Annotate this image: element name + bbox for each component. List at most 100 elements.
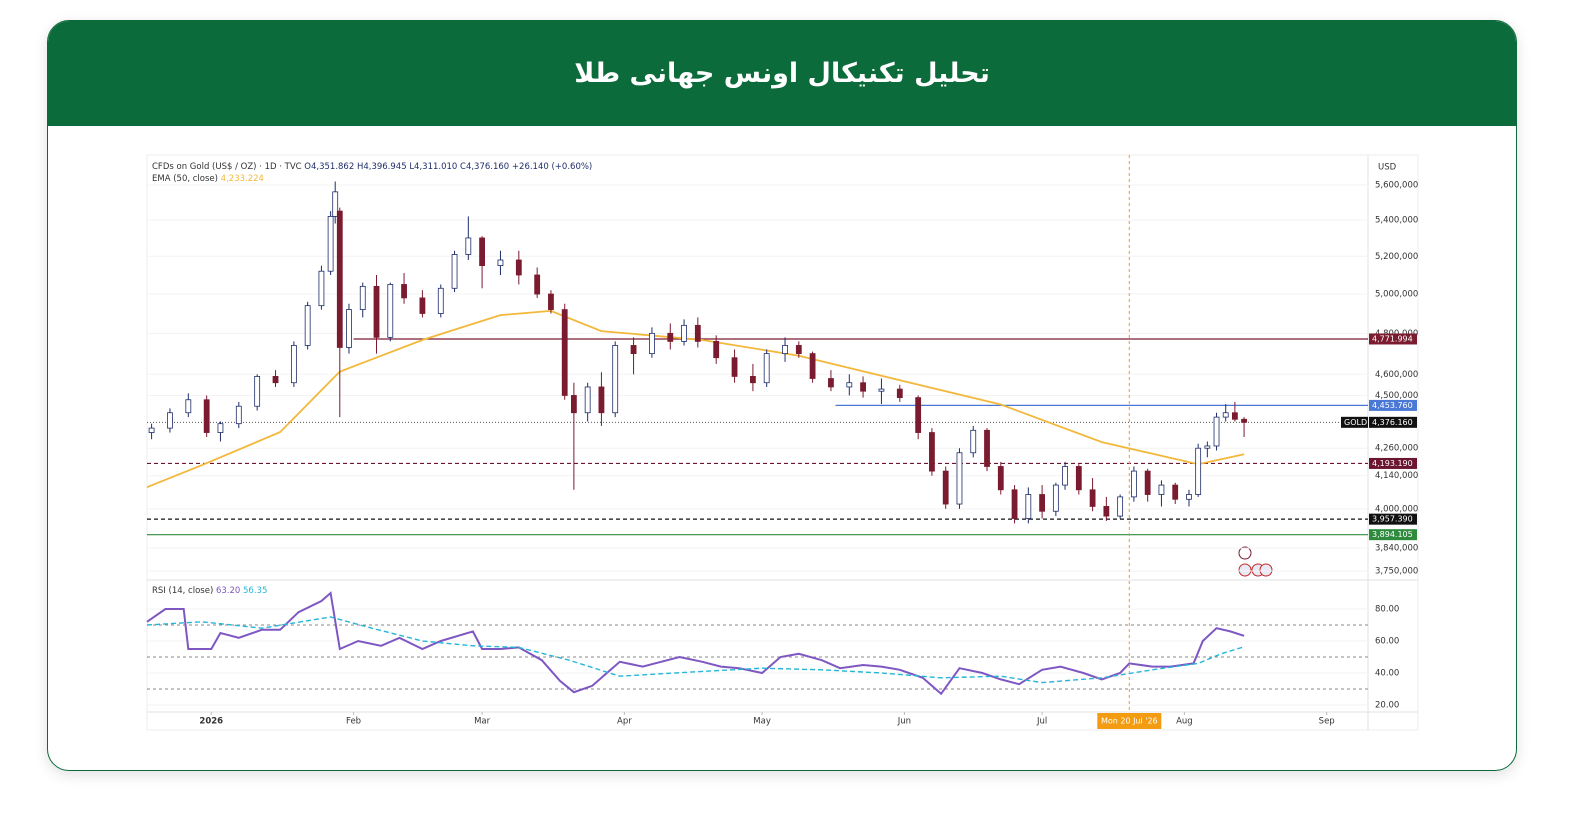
candle-body bbox=[1089, 489, 1096, 507]
x-tick-label: Jun bbox=[897, 717, 911, 727]
ema-line bbox=[146, 309, 1245, 489]
rsi-line bbox=[146, 616, 1245, 684]
x-tick-label: May bbox=[753, 717, 771, 727]
y-tick-label: 20.00 bbox=[1375, 700, 1399, 710]
y-tick-label: 4,140,000 bbox=[1375, 471, 1418, 481]
candle-body bbox=[942, 470, 949, 505]
candle-body bbox=[359, 285, 366, 310]
crosshair-label: Mon 20 Jul '26 bbox=[1101, 717, 1158, 726]
candle-body bbox=[630, 345, 637, 355]
candle-body bbox=[1172, 484, 1179, 500]
candle-body bbox=[437, 287, 444, 314]
flag-icon bbox=[1259, 563, 1273, 577]
price-tag bbox=[1369, 529, 1417, 541]
y-tick-label: 5,000,000 bbox=[1375, 290, 1418, 300]
rsi-ma-value: 56.35 bbox=[243, 586, 267, 596]
candle-body bbox=[713, 340, 720, 359]
candle-body bbox=[1025, 494, 1032, 519]
x-tick-label: Sep bbox=[1319, 717, 1335, 727]
candle-body bbox=[561, 309, 568, 396]
candle-body bbox=[1195, 447, 1202, 495]
rsi-value: 63.20 bbox=[216, 586, 240, 596]
x-tick-label: Jul bbox=[1036, 717, 1047, 727]
candle-body bbox=[1222, 412, 1229, 418]
candle-body bbox=[387, 284, 394, 338]
candle-body bbox=[598, 386, 605, 414]
crosshair-tag bbox=[1097, 713, 1162, 729]
legend-high: H4,396.945 bbox=[357, 162, 407, 172]
x-tick-label: Aug bbox=[1176, 717, 1193, 727]
currency: USD bbox=[1378, 163, 1397, 173]
price-tag-label: 4,193.190 bbox=[1372, 459, 1413, 468]
candle-body bbox=[167, 412, 173, 429]
candle-body bbox=[763, 353, 770, 384]
candle-body bbox=[828, 378, 834, 388]
candle-body bbox=[1213, 416, 1220, 447]
price-tag bbox=[1369, 399, 1417, 411]
y-tick-label: 4,260,000 bbox=[1375, 444, 1418, 454]
candle-body bbox=[846, 382, 853, 388]
candle-body bbox=[336, 210, 343, 348]
candle-body bbox=[401, 284, 407, 299]
candle-body bbox=[290, 345, 297, 384]
candle-body bbox=[570, 395, 577, 414]
ema-legend: EMA (50, close) 4,233.224 bbox=[152, 174, 264, 184]
candle-body bbox=[534, 274, 541, 295]
candle-body bbox=[1204, 445, 1211, 449]
y-tick-label: 5,400,000 bbox=[1375, 215, 1418, 225]
x-tick-label: Feb bbox=[346, 717, 361, 727]
rsi-legend: RSI (14, close) 63.20 56.35 bbox=[152, 586, 267, 596]
y-tick-label: 5,600,000 bbox=[1375, 180, 1418, 190]
candle-body bbox=[479, 237, 485, 266]
price-tag-label: 4,453.760 bbox=[1372, 401, 1413, 410]
symbol: CFDs on Gold (US$ / OZ) · 1D · TVC bbox=[152, 162, 302, 172]
rsi-line bbox=[146, 591, 1245, 696]
rsi-name: RSI (14, close) bbox=[152, 586, 213, 596]
ema-name: EMA (50, close) bbox=[152, 174, 218, 184]
candle-body bbox=[1241, 418, 1247, 423]
candle-body bbox=[731, 357, 738, 377]
candle-body bbox=[1186, 494, 1192, 500]
legend-low: L4,311.010 bbox=[409, 162, 457, 172]
y-tick-label: 80.00 bbox=[1375, 604, 1399, 614]
candle-body bbox=[782, 345, 788, 355]
event-icon bbox=[1238, 546, 1252, 560]
candle-body bbox=[1117, 496, 1124, 517]
candle-body bbox=[465, 237, 472, 255]
candle-body bbox=[1144, 470, 1151, 495]
candle-body bbox=[681, 324, 687, 342]
legend-close: C4,376.160 bbox=[460, 162, 509, 172]
price-tag bbox=[1369, 513, 1417, 525]
candle-body bbox=[956, 452, 963, 505]
candle-body bbox=[515, 259, 522, 276]
candle-body bbox=[1011, 489, 1018, 519]
candle-body bbox=[203, 399, 210, 433]
legend: CFDs on Gold (US$ / OZ) · 1D · TVC O4,35… bbox=[152, 162, 592, 172]
candle-body bbox=[1130, 470, 1137, 498]
candle-body bbox=[667, 332, 674, 342]
candle-body bbox=[497, 259, 504, 266]
symbol-tag bbox=[1341, 416, 1368, 428]
candle-body bbox=[451, 254, 458, 289]
candle-body bbox=[878, 388, 885, 392]
candle-body bbox=[750, 376, 756, 384]
price-tag-label: 4,376.160 bbox=[1372, 418, 1413, 427]
candle-body bbox=[795, 345, 802, 355]
chart-frame bbox=[146, 154, 1419, 731]
candle-body bbox=[548, 293, 554, 310]
x-tick-label: Apr bbox=[617, 717, 632, 727]
candle-body bbox=[809, 353, 816, 379]
legend-change: +26.140 (+0.60%) bbox=[512, 162, 592, 172]
y-tick-label: 4,000,000 bbox=[1375, 504, 1418, 514]
price-tag-label: 4,771.994 bbox=[1372, 334, 1413, 343]
candle-body bbox=[148, 427, 155, 433]
candle-body bbox=[1231, 412, 1238, 420]
candle-body bbox=[649, 332, 655, 355]
candle-body bbox=[915, 397, 922, 433]
candle-body bbox=[327, 216, 334, 272]
price-tag bbox=[1369, 457, 1417, 469]
candle-body bbox=[612, 345, 619, 414]
candle-body bbox=[185, 399, 192, 414]
y-tick-label: 3,840,000 bbox=[1375, 544, 1418, 554]
